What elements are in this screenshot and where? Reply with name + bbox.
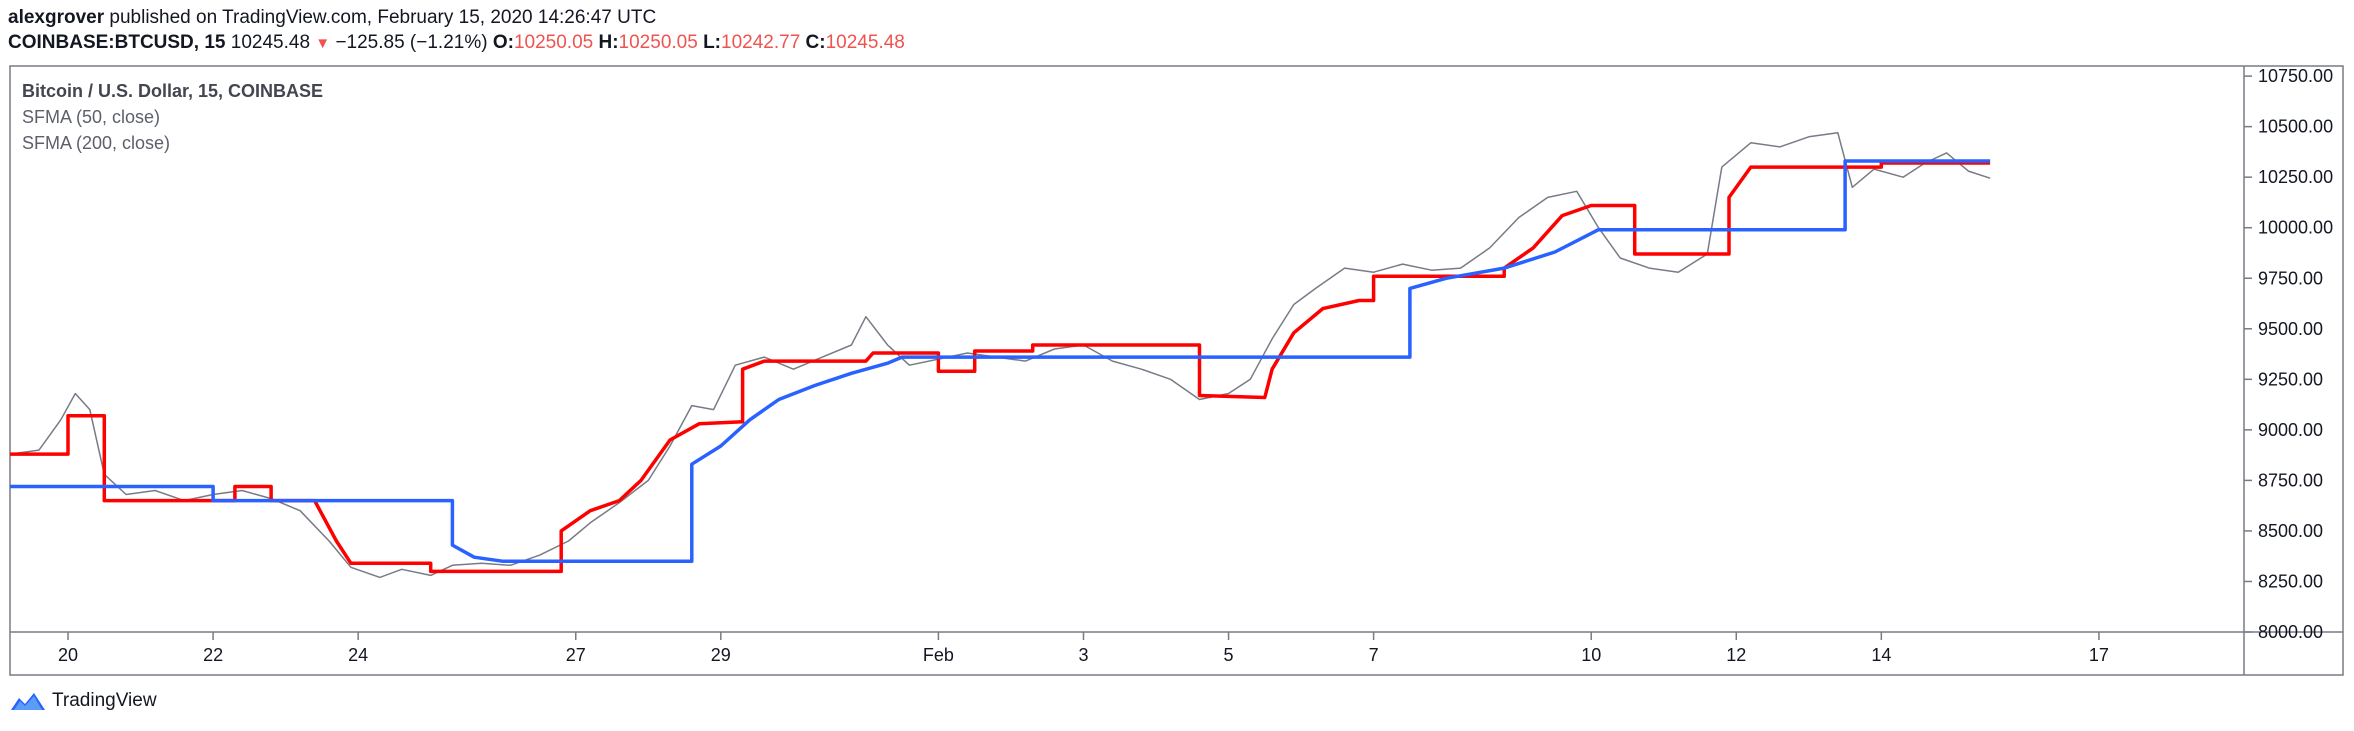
y-tick-label: 9000.00 [2258, 420, 2323, 440]
x-tick-label: 3 [1078, 645, 1088, 665]
x-tick-label: 14 [1871, 645, 1891, 665]
low-value: 10242.77 [721, 32, 801, 53]
tradingview-logo[interactable]: TradingView [10, 690, 157, 712]
open-value: 10250.05 [513, 32, 594, 53]
y-tick-label: 10750.00 [2258, 66, 2333, 86]
x-tick-label: 10 [1581, 645, 1601, 665]
sfma-200-line[interactable] [10, 159, 1991, 564]
chart-legend: Bitcoin / U.S. Dollar, 15, COINBASE SFMA… [22, 78, 323, 156]
author-name[interactable]: alexgrover [8, 7, 105, 28]
brand-name: TradingView [52, 690, 157, 711]
tradingview-logo-icon [11, 693, 45, 710]
x-tick-label: 24 [348, 645, 368, 665]
price-series-line[interactable] [9, 131, 1991, 579]
plot-frame [9, 65, 2344, 676]
y-tick-label: 8500.00 [2258, 521, 2323, 541]
x-tick-label: 20 [58, 645, 78, 665]
price-axis[interactable]: 8000.00 8250.00 8500.00 8750.00 9000.00 9250.… [2244, 66, 2333, 642]
sfma-50-line[interactable] [10, 161, 1991, 574]
legend-sfma-200[interactable]: SFMA (200, close) [22, 133, 171, 153]
x-tick-label: 22 [203, 645, 223, 665]
down-arrow-icon: ▼ [315, 35, 331, 52]
x-tick-label: 5 [1224, 645, 1234, 665]
x-tick-label: Feb [923, 645, 954, 665]
close-label: C: [805, 32, 826, 53]
y-tick-label: 10500.00 [2258, 117, 2333, 137]
y-tick-label: 8000.00 [2258, 622, 2323, 642]
y-tick-label: 9250.00 [2258, 369, 2323, 389]
y-tick-label: 8250.00 [2258, 571, 2323, 591]
x-tick-label: 29 [711, 645, 731, 665]
legend-title: Bitcoin / U.S. Dollar, 15, COINBASE [22, 81, 324, 101]
close-value: 10245.48 [825, 32, 905, 53]
series-layer [9, 131, 1991, 579]
y-tick-label: 9750.00 [2258, 268, 2323, 288]
y-tick-label: 8750.00 [2258, 470, 2323, 490]
legend-sfma-50[interactable]: SFMA (50, close) [22, 107, 161, 127]
x-tick-label: 27 [566, 645, 586, 665]
x-tick-label: 7 [1369, 645, 1379, 665]
ohlc-header: COINBASE:BTCUSD, 15 10245.48 ▼ −125.85 (… [8, 31, 905, 56]
price-change: −125.85 (−1.21%) [335, 32, 488, 53]
y-tick-label: 9500.00 [2258, 319, 2323, 339]
y-tick-label: 10250.00 [2258, 167, 2333, 187]
last-price: 10245.48 [230, 32, 311, 53]
open-label: O: [492, 32, 514, 53]
y-tick-label: 10000.00 [2258, 218, 2333, 238]
x-tick-label: 12 [1726, 645, 1746, 665]
symbol-label: COINBASE:BTCUSD, 15 [8, 32, 226, 53]
x-tick-label: 17 [2089, 645, 2109, 665]
publish-header: alexgrover published on TradingView.com,… [8, 6, 656, 30]
time-axis[interactable]: 20 22 24 27 29 Feb 3 5 7 10 12 14 17 [58, 632, 2109, 665]
published-text: published on TradingView.com, February 1… [109, 7, 657, 28]
high-value: 10250.05 [618, 32, 698, 53]
low-label: L: [703, 32, 722, 53]
high-label: H: [598, 32, 619, 53]
